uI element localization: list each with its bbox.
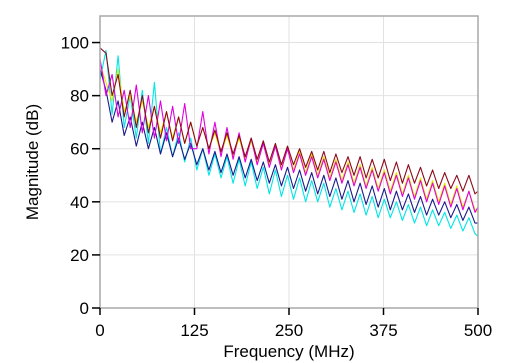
x-axis-label: Frequency (MHz) — [223, 342, 354, 361]
series-line-0 — [99, 49, 479, 237]
y-tick-label-3: 60 — [70, 140, 89, 159]
y-tick-label-0: 0 — [80, 299, 89, 318]
grid — [99, 16, 479, 309]
y-tick-label-4: 80 — [70, 87, 89, 106]
series-line-1 — [99, 68, 478, 224]
x-tick-label-4: 500 — [464, 321, 492, 340]
series-line-4 — [99, 47, 479, 195]
y-tick-label-2: 40 — [70, 193, 89, 212]
y-tick-label-1: 20 — [70, 246, 89, 265]
x-tick-label-0: 0 — [95, 321, 104, 340]
x-tick-label-3: 375 — [369, 321, 397, 340]
x-tick-label-1: 125 — [180, 321, 208, 340]
ticks: 0 125 250 375 500 0 20 40 60 80 100 — [61, 34, 493, 340]
x-tick-label-2: 250 — [275, 321, 303, 340]
series-line-3 — [99, 58, 479, 213]
series-layer — [99, 47, 479, 237]
y-tick-label-5: 100 — [61, 34, 89, 53]
y-axis-label: Magnitude (dB) — [23, 104, 42, 220]
